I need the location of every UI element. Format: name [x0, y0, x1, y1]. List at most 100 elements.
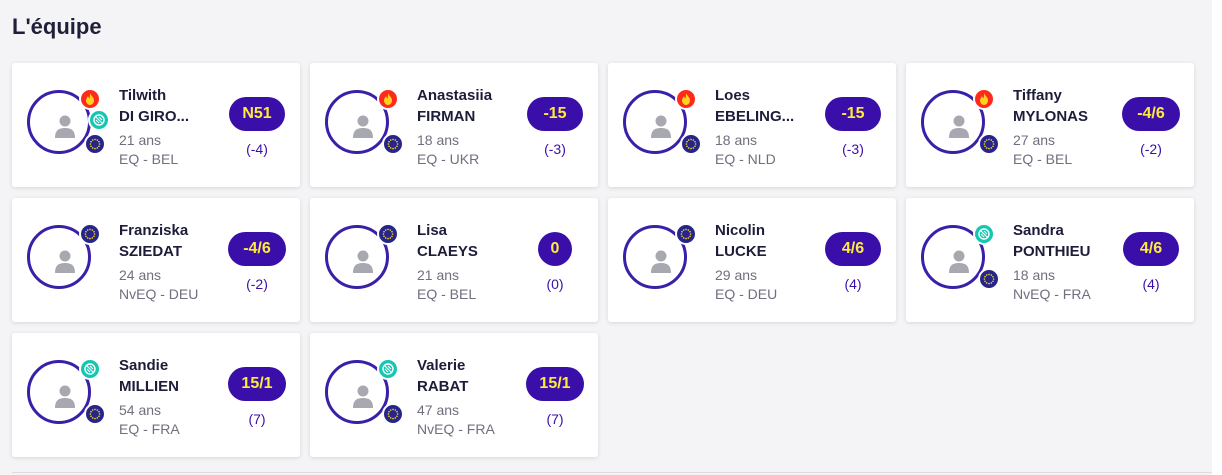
player-first-name: Anastasiia: [417, 87, 493, 104]
person-icon: [949, 115, 969, 138]
player-card-6[interactable]: Lisa CLAEYS 21 ans EQ - BEL 0 (0): [310, 198, 598, 322]
ranking-badge: -15: [825, 97, 881, 131]
player-name: Anastasiia FIRMAN: [417, 85, 507, 127]
player-first-name: Nicolin: [715, 222, 766, 239]
player-name: Tilwith DI GIRO...: [119, 85, 209, 127]
player-card-1[interactable]: Tilwith DI GIRO... 21 ans EQ - BEL N51 (…: [12, 63, 300, 187]
eu-icon: [978, 268, 1000, 290]
ranking-badge: -4/6: [228, 232, 286, 266]
player-card-4[interactable]: Tiffany MYLONAS 27 ans EQ - BEL -4/6 (-2…: [906, 63, 1194, 187]
fire-icon: [377, 88, 399, 110]
player-club: EQ - BEL: [417, 286, 477, 302]
eu-icon: [382, 133, 404, 155]
player-last-name: CLAEYS: [417, 243, 478, 260]
ranking-badge: N51: [229, 97, 285, 131]
player-first-name: Valerie: [417, 357, 466, 374]
player-first-name: Tiffany: [1013, 87, 1062, 104]
player-club: EQ - BEL: [119, 151, 179, 167]
player-name: Tiffany MYLONAS: [1013, 85, 1103, 127]
avatar: [27, 225, 91, 289]
ranking-badge: 15/1: [228, 367, 286, 401]
divider: [12, 472, 1212, 473]
ranking-delta: (-4): [246, 141, 268, 157]
ranking-delta: (7): [248, 411, 266, 427]
player-first-name: Lisa: [417, 222, 448, 239]
player-age: 47 ans: [417, 402, 460, 418]
eu-icon: [978, 133, 1000, 155]
player-last-name: RABAT: [417, 378, 469, 395]
player-card-5[interactable]: Franziska SZIEDAT 24 ans NvEQ - DEU -4/6…: [12, 198, 300, 322]
person-icon: [353, 250, 373, 273]
player-age: 18 ans: [715, 132, 758, 148]
player-last-name: PONTHIEU: [1013, 243, 1091, 260]
player-club: NvEQ - FRA: [417, 421, 495, 437]
player-age: 54 ans: [119, 402, 162, 418]
player-name: Franziska SZIEDAT: [119, 220, 209, 262]
ranking-delta: (-2): [246, 276, 268, 292]
player-last-name: EBELING...: [715, 108, 795, 125]
player-name: Loes EBELING...: [715, 85, 805, 127]
player-name: Nicolin LUCKE: [715, 220, 805, 262]
person-icon: [55, 115, 75, 138]
ranking-badge: 0: [538, 232, 572, 266]
padel-icon: [79, 358, 101, 380]
player-last-name: MYLONAS: [1013, 108, 1088, 125]
player-last-name: SZIEDAT: [119, 243, 183, 260]
ranking-badge: -15: [527, 97, 583, 131]
player-age: 21 ans: [119, 132, 162, 148]
ranking-delta: (-2): [1140, 141, 1162, 157]
player-card-2[interactable]: Anastasiia FIRMAN 18 ans EQ - UKR -15 (-…: [310, 63, 598, 187]
player-club: EQ - FRA: [119, 421, 180, 437]
player-card-7[interactable]: Nicolin LUCKE 29 ans EQ - DEU 4/6 (4): [608, 198, 896, 322]
ranking-badge: -4/6: [1122, 97, 1180, 131]
player-last-name: LUCKE: [715, 243, 767, 260]
player-name: Sandie MILLIEN: [119, 355, 209, 397]
player-club: NvEQ - FRA: [1013, 286, 1091, 302]
player-first-name: Franziska: [119, 222, 189, 239]
person-icon: [949, 250, 969, 273]
player-first-name: Sandie: [119, 357, 169, 374]
player-club: NvEQ - DEU: [119, 286, 199, 302]
player-card-9[interactable]: Sandie MILLIEN 54 ans EQ - FRA 15/1 (7): [12, 333, 300, 457]
player-card-10[interactable]: Valerie RABAT 47 ans NvEQ - FRA 15/1 (7): [310, 333, 598, 457]
person-icon: [353, 385, 373, 408]
scrollbar-track[interactable]: [1212, 0, 1222, 475]
section-title: L'équipe: [12, 14, 102, 39]
player-name: Valerie RABAT: [417, 355, 507, 397]
player-card-8[interactable]: Sandra PONTHIEU 18 ans NvEQ - FRA 4/6 (4…: [906, 198, 1194, 322]
ranking-delta: (4): [844, 276, 862, 292]
eu-icon: [680, 133, 702, 155]
player-first-name: Tilwith: [119, 87, 167, 104]
player-name: Sandra PONTHIEU: [1013, 220, 1103, 262]
player-last-name: DI GIRO...: [119, 108, 190, 125]
player-age: 29 ans: [715, 267, 758, 283]
ranking-delta: (0): [546, 276, 564, 292]
ranking-delta: (7): [546, 411, 564, 427]
player-club: EQ - DEU: [715, 286, 778, 302]
padel-icon: [377, 358, 399, 380]
player-last-name: FIRMAN: [417, 108, 476, 125]
player-grid: Tilwith DI GIRO... 21 ans EQ - BEL N51 (…: [12, 63, 1194, 457]
player-last-name: MILLIEN: [119, 378, 179, 395]
ranking-badge: 15/1: [526, 367, 584, 401]
player-club: EQ - UKR: [417, 151, 480, 167]
ranking-delta: (4): [1142, 276, 1160, 292]
player-age: 21 ans: [417, 267, 460, 283]
fire-icon: [675, 88, 697, 110]
person-icon: [353, 115, 373, 138]
padel-icon: [88, 109, 110, 131]
ranking-badge: 4/6: [825, 232, 881, 266]
eu-icon: [377, 223, 399, 245]
eu-icon: [84, 403, 106, 425]
ranking-delta: (-3): [544, 141, 566, 157]
player-first-name: Loes: [715, 87, 751, 104]
player-club: EQ - NLD: [715, 151, 776, 167]
player-age: 24 ans: [119, 267, 162, 283]
person-icon: [651, 115, 671, 138]
player-age: 18 ans: [417, 132, 460, 148]
fire-icon: [79, 88, 101, 110]
player-age: 18 ans: [1013, 267, 1056, 283]
fire-icon: [973, 88, 995, 110]
player-card-3[interactable]: Loes EBELING... 18 ans EQ - NLD -15 (-3): [608, 63, 896, 187]
person-icon: [651, 250, 671, 273]
